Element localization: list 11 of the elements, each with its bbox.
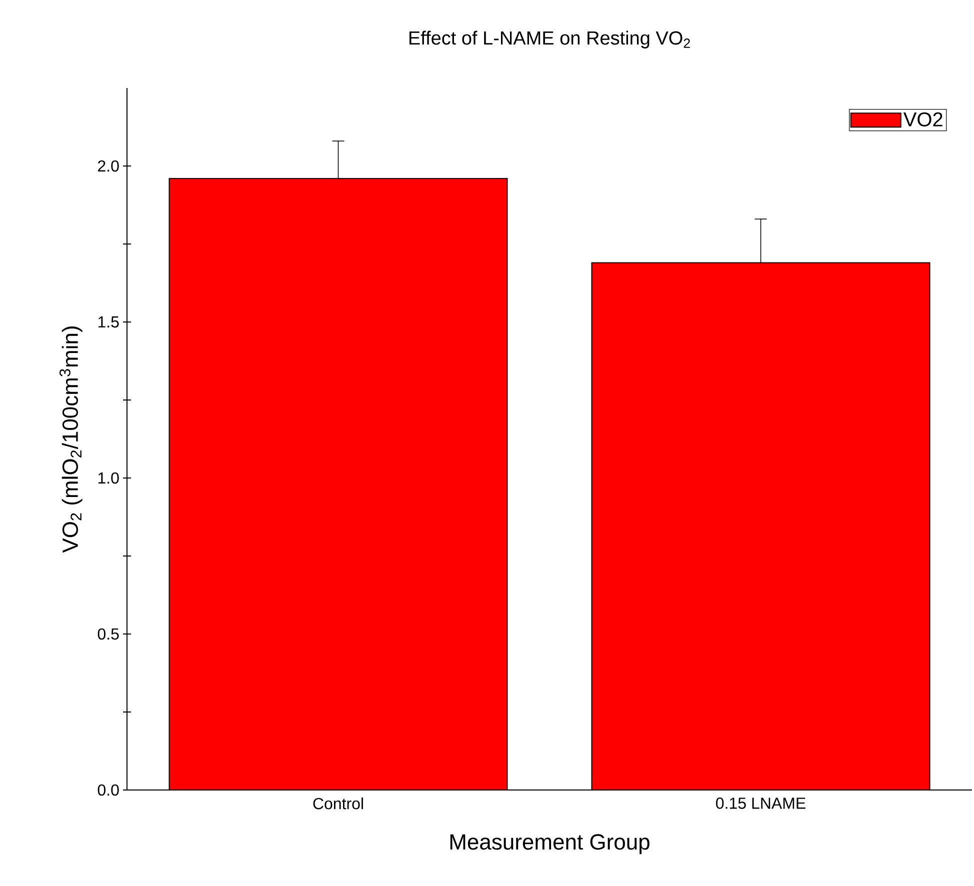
y-tick-label: 1.0: [98, 472, 119, 484]
y-tick-label: 0.5: [98, 628, 119, 640]
y-axis-title: VO$_{2}$ (mlO$_{2}$/100cm$^{3}$min): [60, 326, 82, 553]
chart-title: Effect of L-NAME on Resting VO$_{2}$: [409, 30, 690, 48]
x-tick-label: Control: [313, 798, 363, 810]
x-tick-label: 0.15 LNAME: [716, 798, 806, 809]
x-axis-title: Measurement Group: [450, 834, 650, 854]
y-tick-label: 0.0: [98, 784, 119, 796]
legend-label: VO2: [903, 112, 942, 126]
y-tick-label: 2.0: [98, 160, 119, 172]
y-tick-label: 1.5: [98, 316, 119, 328]
